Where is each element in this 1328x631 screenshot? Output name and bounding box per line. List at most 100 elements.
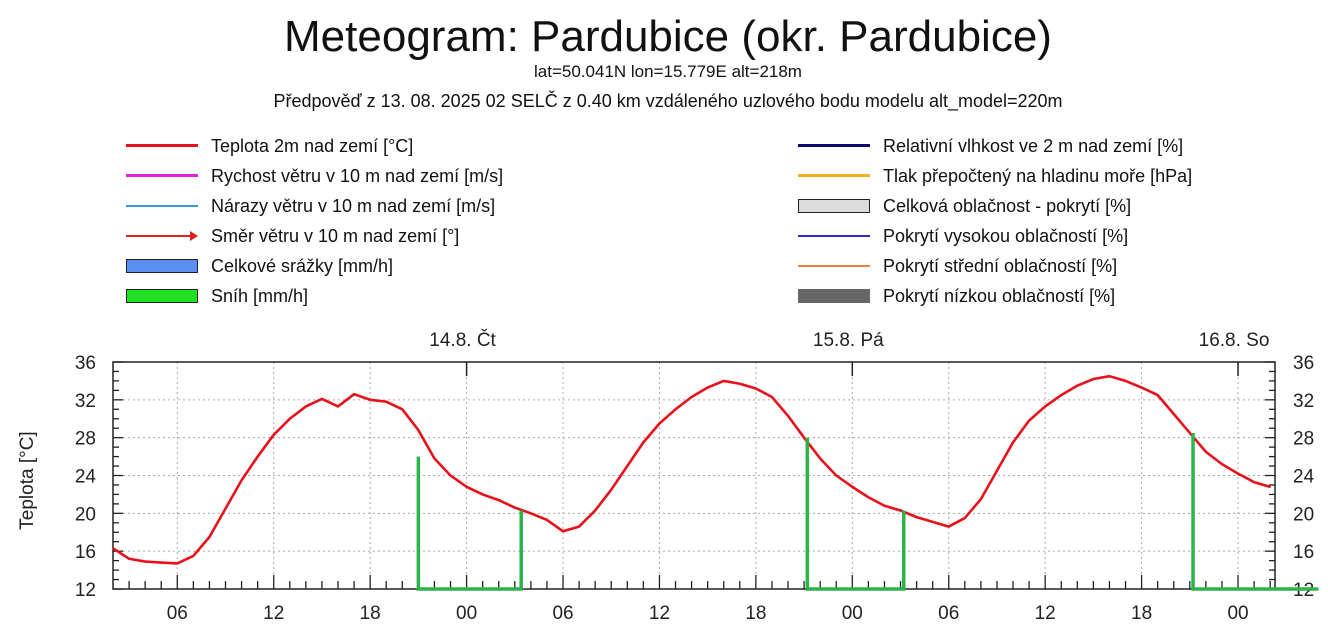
x-tick-label: 00 — [456, 603, 477, 624]
temperature-point — [722, 380, 725, 382]
temperature-point — [1253, 481, 1255, 483]
temperature-point — [594, 509, 596, 512]
snow-mark — [805, 437, 906, 591]
temperature-point — [1028, 419, 1030, 422]
temperature-point — [176, 562, 179, 565]
temperature-point — [835, 474, 838, 477]
day-label: 16.8. So — [1199, 330, 1270, 351]
temperature-point — [1108, 375, 1111, 377]
temperature-point — [819, 457, 821, 460]
legend-label: Směr větru v 10 m nad zemí [°] — [211, 226, 460, 246]
legend-label: Rychost větru v 10 m nad zemí [m/s] — [211, 166, 504, 186]
temperature-point — [224, 507, 227, 510]
y-tick-label-left: 28 — [75, 429, 96, 450]
temperature-point — [658, 422, 661, 425]
temperature-point — [771, 396, 773, 398]
legend-label: Pokrytí nízkou oblačností [%] — [883, 286, 1116, 306]
location-info: lat=50.041N lon=15.779E alt=218m — [534, 62, 802, 81]
x-tick-label: 12 — [1035, 603, 1056, 624]
temperature-point — [642, 441, 645, 444]
legend-symbol-icon — [798, 164, 870, 188]
legend-symbol-icon — [126, 284, 198, 308]
x-tick-label: 06 — [552, 603, 573, 624]
temperature-point — [947, 525, 950, 528]
temperature-point — [931, 521, 934, 523]
temperature-point — [1269, 486, 1271, 488]
temperature-point — [690, 396, 693, 398]
x-tick-label: 00 — [1227, 603, 1248, 624]
temperature-point — [883, 504, 886, 507]
temperature-point — [449, 474, 452, 477]
temperature-point — [465, 486, 468, 488]
temperature-point — [369, 399, 371, 401]
y-tick-label-left: 20 — [75, 504, 96, 525]
temperature-point — [1140, 386, 1143, 389]
temperature-point — [578, 525, 580, 528]
temperature-point — [964, 517, 966, 519]
legend-label: Celkové srážky [mm/h] — [211, 256, 394, 276]
y-tick-label-right: 28 — [1293, 429, 1314, 450]
y-tick-label-right: 36 — [1293, 353, 1314, 374]
legend-label: Nárazy větru v 10 m nad zemí [m/s] — [211, 196, 496, 216]
x-tick-label: 06 — [938, 603, 959, 624]
temperature-point — [851, 486, 854, 488]
temperature-point — [787, 415, 789, 417]
temperature-point — [128, 557, 130, 560]
legend-symbol-icon — [798, 284, 870, 308]
legend-symbol-icon — [126, 254, 198, 278]
temperature-point — [546, 519, 548, 521]
temperature-point — [867, 496, 870, 499]
temperature-point — [1060, 394, 1063, 396]
temperature-point — [1044, 405, 1046, 408]
temperature-point — [160, 561, 163, 564]
temperature-point — [996, 469, 998, 472]
x-tick-label: 18 — [1131, 603, 1152, 624]
y-tick-label-right: 24 — [1293, 467, 1315, 488]
temperature-point — [980, 498, 982, 500]
forecast-info: Předpověď z 13. 08. 2025 02 SELČ z 0.40 … — [273, 91, 1063, 111]
temperature-point — [337, 405, 339, 408]
snow-mark — [1191, 432, 1319, 591]
day-label: 14.8. Čt — [429, 329, 496, 351]
legend-label: Celková oblačnost - pokrytí [%] — [883, 196, 1132, 216]
legend-label: Tlak přepočtený na hladinu moře [hPa] — [883, 166, 1193, 186]
temperature-point — [1076, 384, 1079, 387]
temperature-point — [433, 457, 436, 460]
temperature-point — [513, 506, 516, 509]
y-tick-label-left: 36 — [75, 353, 96, 374]
temperature-point — [112, 547, 114, 550]
legend-label: Relativní vlhkost ve 2 m nad zemí [%] — [883, 136, 1184, 156]
y-axis-label: Teplota [°C] — [17, 431, 38, 529]
temperature-point — [401, 408, 404, 411]
temperature-point — [1156, 394, 1159, 396]
plot-frame — [112, 361, 1276, 590]
temperature-point — [240, 479, 243, 482]
temperature-point — [1189, 432, 1191, 434]
x-tick-label: 00 — [842, 603, 863, 624]
x-tick-label: 12 — [263, 603, 284, 624]
temperature-point — [803, 436, 805, 439]
y-tick-label-right: 32 — [1293, 391, 1314, 412]
temperature-point — [1205, 451, 1207, 453]
legend-symbol-icon — [126, 164, 198, 188]
y-tick-label-left: 16 — [75, 542, 96, 563]
temperature-point — [915, 516, 918, 518]
temperature-line — [112, 374, 1271, 565]
temperature-point — [562, 530, 564, 533]
temperature-point — [1012, 441, 1014, 444]
temperature-point — [610, 488, 613, 491]
y-tick-label-right: 20 — [1293, 504, 1314, 525]
legend-symbol-icon — [126, 194, 198, 218]
temperature-point — [481, 493, 484, 496]
snow-mark — [416, 456, 523, 591]
y-tick-label-right: 16 — [1293, 542, 1314, 563]
temperature-point — [1092, 378, 1095, 380]
temperature-point — [1221, 463, 1223, 465]
legend-symbol-icon — [798, 194, 870, 218]
temperature-point — [674, 408, 677, 411]
legend-label: Sníh [mm/h] — [211, 286, 309, 306]
temperature-point — [256, 455, 259, 458]
temperature-point — [272, 434, 275, 436]
legend-symbol-icon — [126, 224, 198, 248]
